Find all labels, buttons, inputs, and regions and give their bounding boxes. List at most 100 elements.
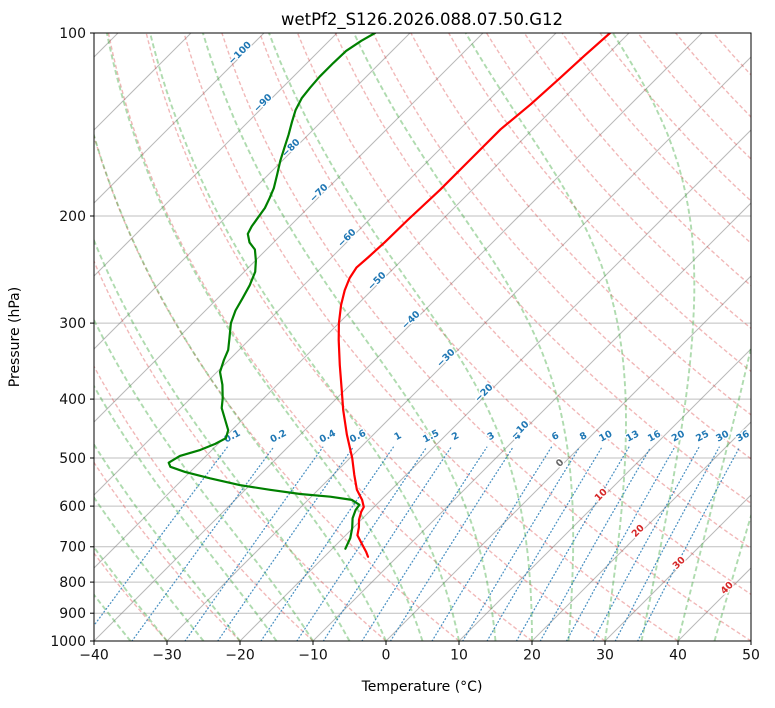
- temperature-line: [337, 33, 612, 558]
- isotherm-label: 0: [554, 457, 567, 470]
- mixing-ratio-line: [614, 446, 720, 641]
- mixing-ratio-line: [565, 446, 676, 641]
- x-tick-label: −20: [225, 648, 255, 664]
- mixing-ratio-line: [322, 446, 452, 641]
- mixing-ratio-line: [94, 446, 228, 627]
- mixing-ratio-line: [515, 446, 630, 641]
- dry-adiabats: [94, 33, 751, 641]
- isotherm-label: −70: [308, 182, 331, 205]
- mixing-ratio-label: 25: [694, 429, 711, 445]
- moist-adiabat-line: [105, 33, 424, 641]
- mixing-ratio-line: [361, 446, 488, 641]
- temperature-profile-line: [337, 33, 612, 558]
- dry-adiabat-line: [448, 33, 751, 373]
- mixing-ratio-line: [389, 446, 514, 641]
- x-tick-label: −30: [152, 648, 182, 664]
- x-tick-label: 30: [596, 648, 614, 664]
- isotherm-lines: [94, 33, 751, 641]
- dry-adiabat-line: [259, 33, 751, 596]
- mixing-ratio-label: 8: [578, 430, 589, 443]
- mixing-ratio-label: 20: [670, 428, 687, 444]
- isotherm-line: [531, 421, 751, 641]
- mixing-ratio-line: [486, 446, 603, 641]
- mixing-ratio-line: [592, 446, 700, 641]
- dry-adiabat-line: [296, 33, 751, 550]
- moist-adiabat-line: [750, 637, 751, 641]
- y-tick-label: 500: [59, 451, 86, 467]
- isotherm-line: [458, 348, 751, 641]
- dry-adiabat-line: [221, 33, 751, 641]
- x-tick-label: 0: [382, 648, 391, 664]
- moist-adiabat-line: [149, 33, 460, 641]
- x-tick-label: −10: [298, 648, 328, 664]
- isotherm-line: [312, 202, 751, 641]
- mixing-ratio-label: 1: [393, 430, 404, 443]
- isotherm-line: [239, 129, 751, 641]
- moist-adiabat-line: [94, 384, 278, 641]
- isobar-grid: [94, 33, 751, 641]
- mixing-ratio-label: 36: [735, 428, 752, 444]
- mixing-ratio-label: 16: [646, 428, 663, 444]
- isotherm-line: [94, 33, 557, 496]
- dry-adiabat-line: [94, 259, 387, 641]
- mixing-ratio-line: [462, 446, 581, 641]
- dry-adiabat-line: [561, 33, 751, 245]
- moist-adiabats: [94, 33, 751, 641]
- x-axis-label: Temperature (°C): [361, 679, 483, 695]
- mixing-ratio-line: [260, 446, 394, 641]
- dry-adiabat-line: [599, 33, 751, 202]
- dry-adiabat-line: [94, 365, 314, 641]
- mixing-ratio-line: [217, 446, 354, 641]
- y-tick-label: 200: [59, 209, 86, 225]
- isotherm-line: [604, 494, 751, 641]
- moist-adiabat-line: [268, 33, 533, 641]
- mixing-ratio-line: [131, 446, 275, 641]
- y-tick-label: 800: [59, 575, 86, 591]
- moist-adiabat-line: [94, 442, 241, 641]
- isotherm-label: 30: [671, 554, 688, 571]
- y-axis-label: Pressure (hPa): [7, 287, 23, 387]
- moist-adiabat-line: [94, 132, 387, 641]
- y-tick-label: 900: [59, 606, 86, 622]
- y-tick-label: 300: [59, 316, 86, 332]
- mixing-ratio-line: [184, 446, 324, 641]
- dry-adiabat-line: [107, 33, 533, 641]
- x-tick-label: −40: [79, 648, 109, 664]
- dry-adiabat-line: [183, 33, 679, 641]
- isotherm-line: [94, 33, 338, 277]
- moist-adiabat-line: [201, 33, 497, 641]
- isotherm-label: −60: [336, 227, 359, 250]
- dry-adiabat-line: [372, 33, 751, 460]
- isotherm-line: [166, 56, 751, 641]
- dry-adiabat-line: [712, 33, 751, 76]
- mixing-ratio-label: 2: [450, 430, 461, 443]
- dry-adiabat-line: [523, 33, 751, 287]
- x-axis: −40 −30 −20 −10 0 10 20 30 40 50: [79, 641, 760, 664]
- y-tick-label: 700: [59, 540, 86, 556]
- chart-title: wetPf2_S126.2026.088.07.50.G12: [281, 10, 563, 30]
- y-tick-label: 400: [59, 392, 86, 408]
- moist-adiabat-line: [94, 238, 351, 641]
- y-axis: 100 200 300 400 500 600 700 800 900 1000: [50, 26, 94, 650]
- moist-adiabat-line: [713, 512, 751, 641]
- dry-adiabat-line: [94, 133, 460, 641]
- mixing-ratio-line: [431, 446, 553, 641]
- mixing-ratio-line: [637, 446, 741, 641]
- mixing-ratio-label: 0.4: [318, 428, 338, 446]
- moist-adiabat-line: [353, 33, 575, 641]
- dry-adiabat-line: [750, 33, 751, 34]
- moist-adiabat-line: [611, 33, 696, 641]
- moist-adiabat-line: [94, 317, 314, 641]
- y-tick-label: 100: [59, 26, 86, 42]
- dry-adiabat-line: [637, 33, 751, 160]
- isotherm-label: 20: [630, 522, 647, 539]
- isotherm-line: [94, 33, 265, 204]
- isotherm-line: [94, 33, 630, 569]
- isotherm-line: [94, 33, 411, 350]
- dry-adiabat-line: [145, 33, 606, 641]
- moist-adiabat-line: [677, 343, 751, 641]
- isotherm-label: −90: [252, 92, 275, 115]
- x-tick-label: 20: [523, 648, 541, 664]
